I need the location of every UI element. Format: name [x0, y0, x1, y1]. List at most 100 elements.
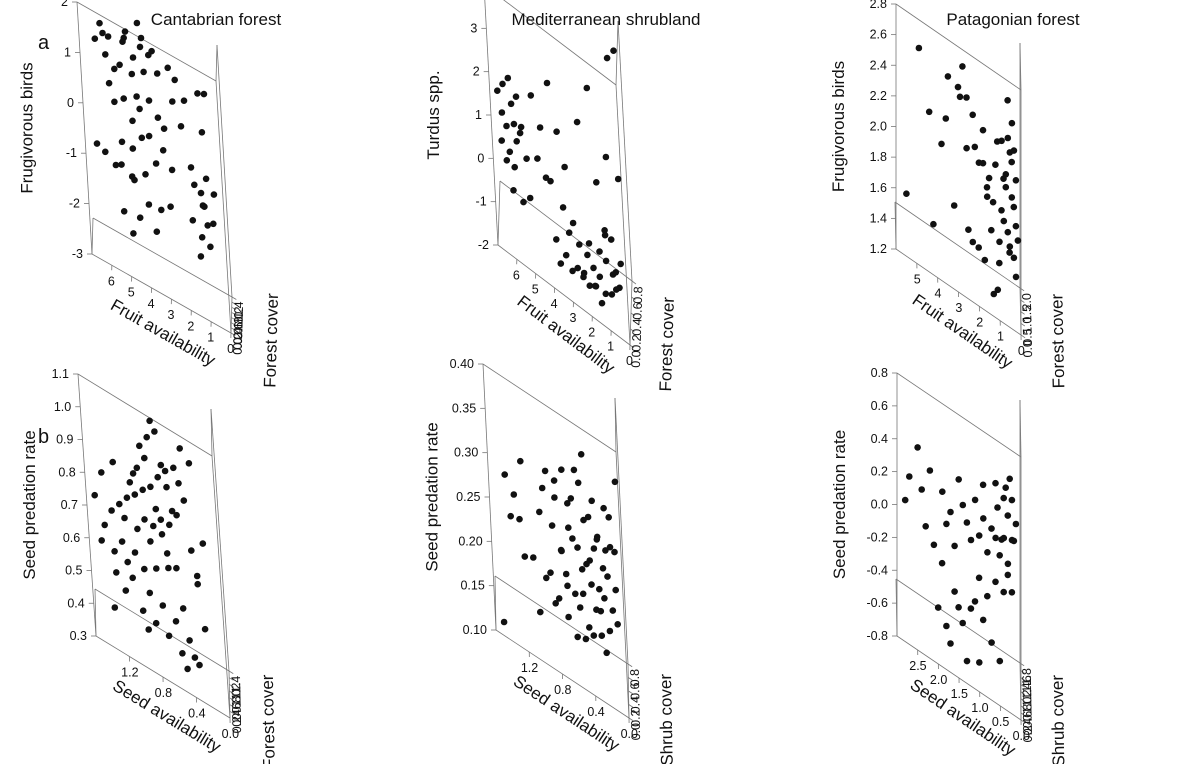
y-tick: [1020, 334, 1026, 339]
data-point: [1006, 243, 1014, 250]
x-tick-label: 6: [108, 274, 115, 288]
data-point: [146, 417, 153, 425]
data-point: [152, 160, 160, 167]
y-tick-label: 0.4: [1021, 718, 1035, 736]
data-point: [1004, 97, 1011, 104]
data-point: [131, 549, 139, 556]
box-edge: [614, 397, 629, 665]
data-point: [121, 514, 128, 522]
z-tick-label: 3: [470, 21, 477, 35]
data-point: [602, 153, 610, 161]
data-point: [558, 466, 565, 474]
data-point: [1004, 571, 1012, 579]
box-edge: [211, 455, 231, 719]
data-point: [141, 516, 148, 523]
data-point: [959, 63, 966, 70]
data-point: [202, 175, 210, 183]
y-tick-label: 1.0: [1020, 696, 1034, 714]
data-point: [600, 504, 607, 512]
data-point: [1004, 560, 1012, 568]
data-point: [537, 608, 544, 616]
data-point: [996, 552, 1003, 559]
y-tick-label: 0.8: [1020, 704, 1034, 722]
x-tick-label: 0.0: [222, 727, 239, 741]
data-point: [551, 494, 558, 501]
y-tick: [231, 306, 237, 311]
z-tick-label: 0.10: [463, 623, 487, 637]
data-point: [988, 525, 995, 532]
box-edge: [894, 201, 897, 250]
x-tick-label: 1.2: [121, 665, 138, 679]
data-point: [517, 457, 524, 465]
y-tick-label: 0.8: [631, 286, 646, 304]
y-tick-label: 0.4: [230, 709, 244, 727]
data-point: [602, 547, 609, 554]
data-point: [565, 524, 572, 531]
data-point: [526, 194, 534, 202]
data-point: [574, 479, 582, 487]
data-point: [914, 444, 921, 451]
x-axis-label: Fruit availability: [107, 295, 219, 370]
data-point: [579, 590, 587, 598]
data-point: [105, 79, 113, 87]
data-point: [501, 471, 509, 478]
data-point: [131, 176, 138, 184]
data-point: [194, 90, 201, 97]
y-tick: [628, 717, 634, 722]
data-point: [138, 134, 146, 142]
data-point: [169, 98, 176, 105]
data-point: [606, 627, 614, 635]
data-point: [538, 484, 546, 492]
data-point: [611, 478, 619, 486]
data-point: [596, 585, 603, 593]
data-point: [984, 549, 991, 556]
data-point: [498, 109, 506, 116]
data-point: [984, 592, 991, 600]
data-point: [507, 100, 515, 108]
x-tick-label: 4: [148, 297, 155, 311]
data-point: [591, 282, 599, 290]
box-edge: [615, 84, 631, 346]
data-point: [210, 191, 218, 198]
data-point: [975, 532, 983, 539]
y-tick-label: 2.0: [1020, 293, 1034, 311]
data-point: [609, 607, 617, 614]
data-point: [588, 497, 595, 505]
y-tick-label: 0.8: [229, 696, 243, 714]
data-point: [979, 126, 987, 134]
x-tick-label: 0.5: [992, 715, 1009, 729]
data-point: [120, 95, 127, 102]
scatter3d-panel-5: 0.00.40.81.20.00.20.40.60.80.100.150.200…: [423, 357, 677, 764]
data-point: [553, 236, 560, 243]
data-point: [111, 604, 119, 611]
scatter3d-panel-3: 0123450.00.51.01.52.01.21.41.61.82.02.22…: [829, 0, 1080, 389]
data-point: [204, 222, 211, 229]
data-point: [992, 534, 999, 542]
y-tick-label: 1.0: [231, 311, 245, 329]
y-tick-label: 1.8: [1020, 668, 1034, 686]
data-point: [506, 148, 514, 156]
z-tick-label: 0: [67, 96, 74, 110]
data-point: [197, 253, 205, 260]
y-tick: [1020, 705, 1026, 709]
z-tick-label: 0.6: [63, 531, 80, 545]
data-point: [163, 483, 170, 491]
data-point: [176, 445, 183, 452]
data-point: [590, 632, 598, 639]
y-tick: [1020, 719, 1026, 724]
data-point: [548, 522, 556, 529]
data-point: [989, 198, 997, 206]
data-point: [118, 138, 126, 146]
y-tick-label: 0.8: [628, 669, 642, 687]
x-tick-label: 3: [168, 308, 175, 322]
data-point: [926, 467, 934, 474]
data-point: [116, 61, 123, 69]
data-point: [133, 19, 141, 27]
z-axis-label: Seed predation rate: [830, 430, 849, 579]
box-edge: [1019, 42, 1022, 91]
data-point: [113, 569, 120, 576]
data-point: [129, 54, 137, 61]
data-point: [994, 286, 1002, 294]
data-point: [996, 238, 1003, 246]
